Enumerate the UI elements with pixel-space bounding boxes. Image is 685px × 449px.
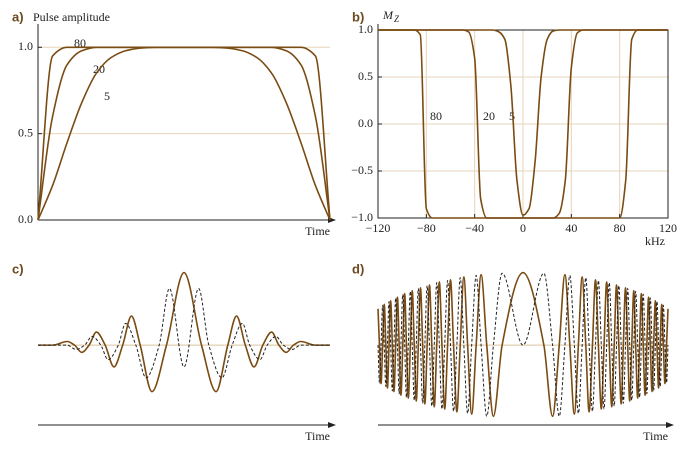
curve-label: 5 — [104, 89, 110, 103]
panel-label: c) — [12, 261, 24, 276]
y-tick-label: 0.5 — [18, 125, 33, 139]
y-tick-label: 1.0 — [18, 39, 33, 53]
y-tick-label: 1.0 — [358, 22, 373, 36]
x-axis-label: Time — [305, 429, 330, 443]
series-line — [377, 271, 669, 418]
panel-label: a) — [12, 9, 24, 24]
series-line — [37, 46, 331, 221]
series-line — [378, 29, 668, 216]
x-tick-label: 40 — [565, 221, 577, 235]
x-tick-label: 120 — [659, 221, 677, 235]
panel-label: d) — [352, 261, 364, 276]
curve-label: 5 — [509, 109, 515, 123]
y-axis-label: M — [382, 8, 394, 22]
x-axis-arrow — [666, 422, 674, 428]
x-tick-label: −120 — [366, 221, 391, 235]
y-axis-label-sub: Z — [394, 14, 400, 24]
panel-label: b) — [352, 9, 364, 24]
y-tick-label: −0.5 — [351, 163, 373, 177]
x-axis-arrow — [328, 422, 336, 428]
curve-label: 20 — [483, 109, 495, 123]
series-line — [37, 271, 330, 393]
chart-title: Pulse amplitude — [33, 10, 110, 24]
y-tick-label: 0.0 — [358, 116, 373, 130]
x-axis-label: Time — [305, 224, 330, 238]
y-tick-label: 0.5 — [358, 69, 373, 83]
x-axis-label: kHz — [645, 234, 665, 248]
y-tick-label: −1.0 — [351, 210, 373, 224]
curve-label: 80 — [430, 109, 442, 123]
y-tick-label: 0.0 — [18, 212, 33, 226]
x-tick-label: −40 — [465, 221, 484, 235]
series-line — [37, 287, 330, 379]
x-tick-label: 80 — [614, 221, 626, 235]
x-axis-label: Time — [643, 429, 668, 443]
x-tick-label: 0 — [520, 221, 526, 235]
curve-label: 80 — [74, 36, 86, 50]
x-tick-label: −80 — [417, 221, 436, 235]
